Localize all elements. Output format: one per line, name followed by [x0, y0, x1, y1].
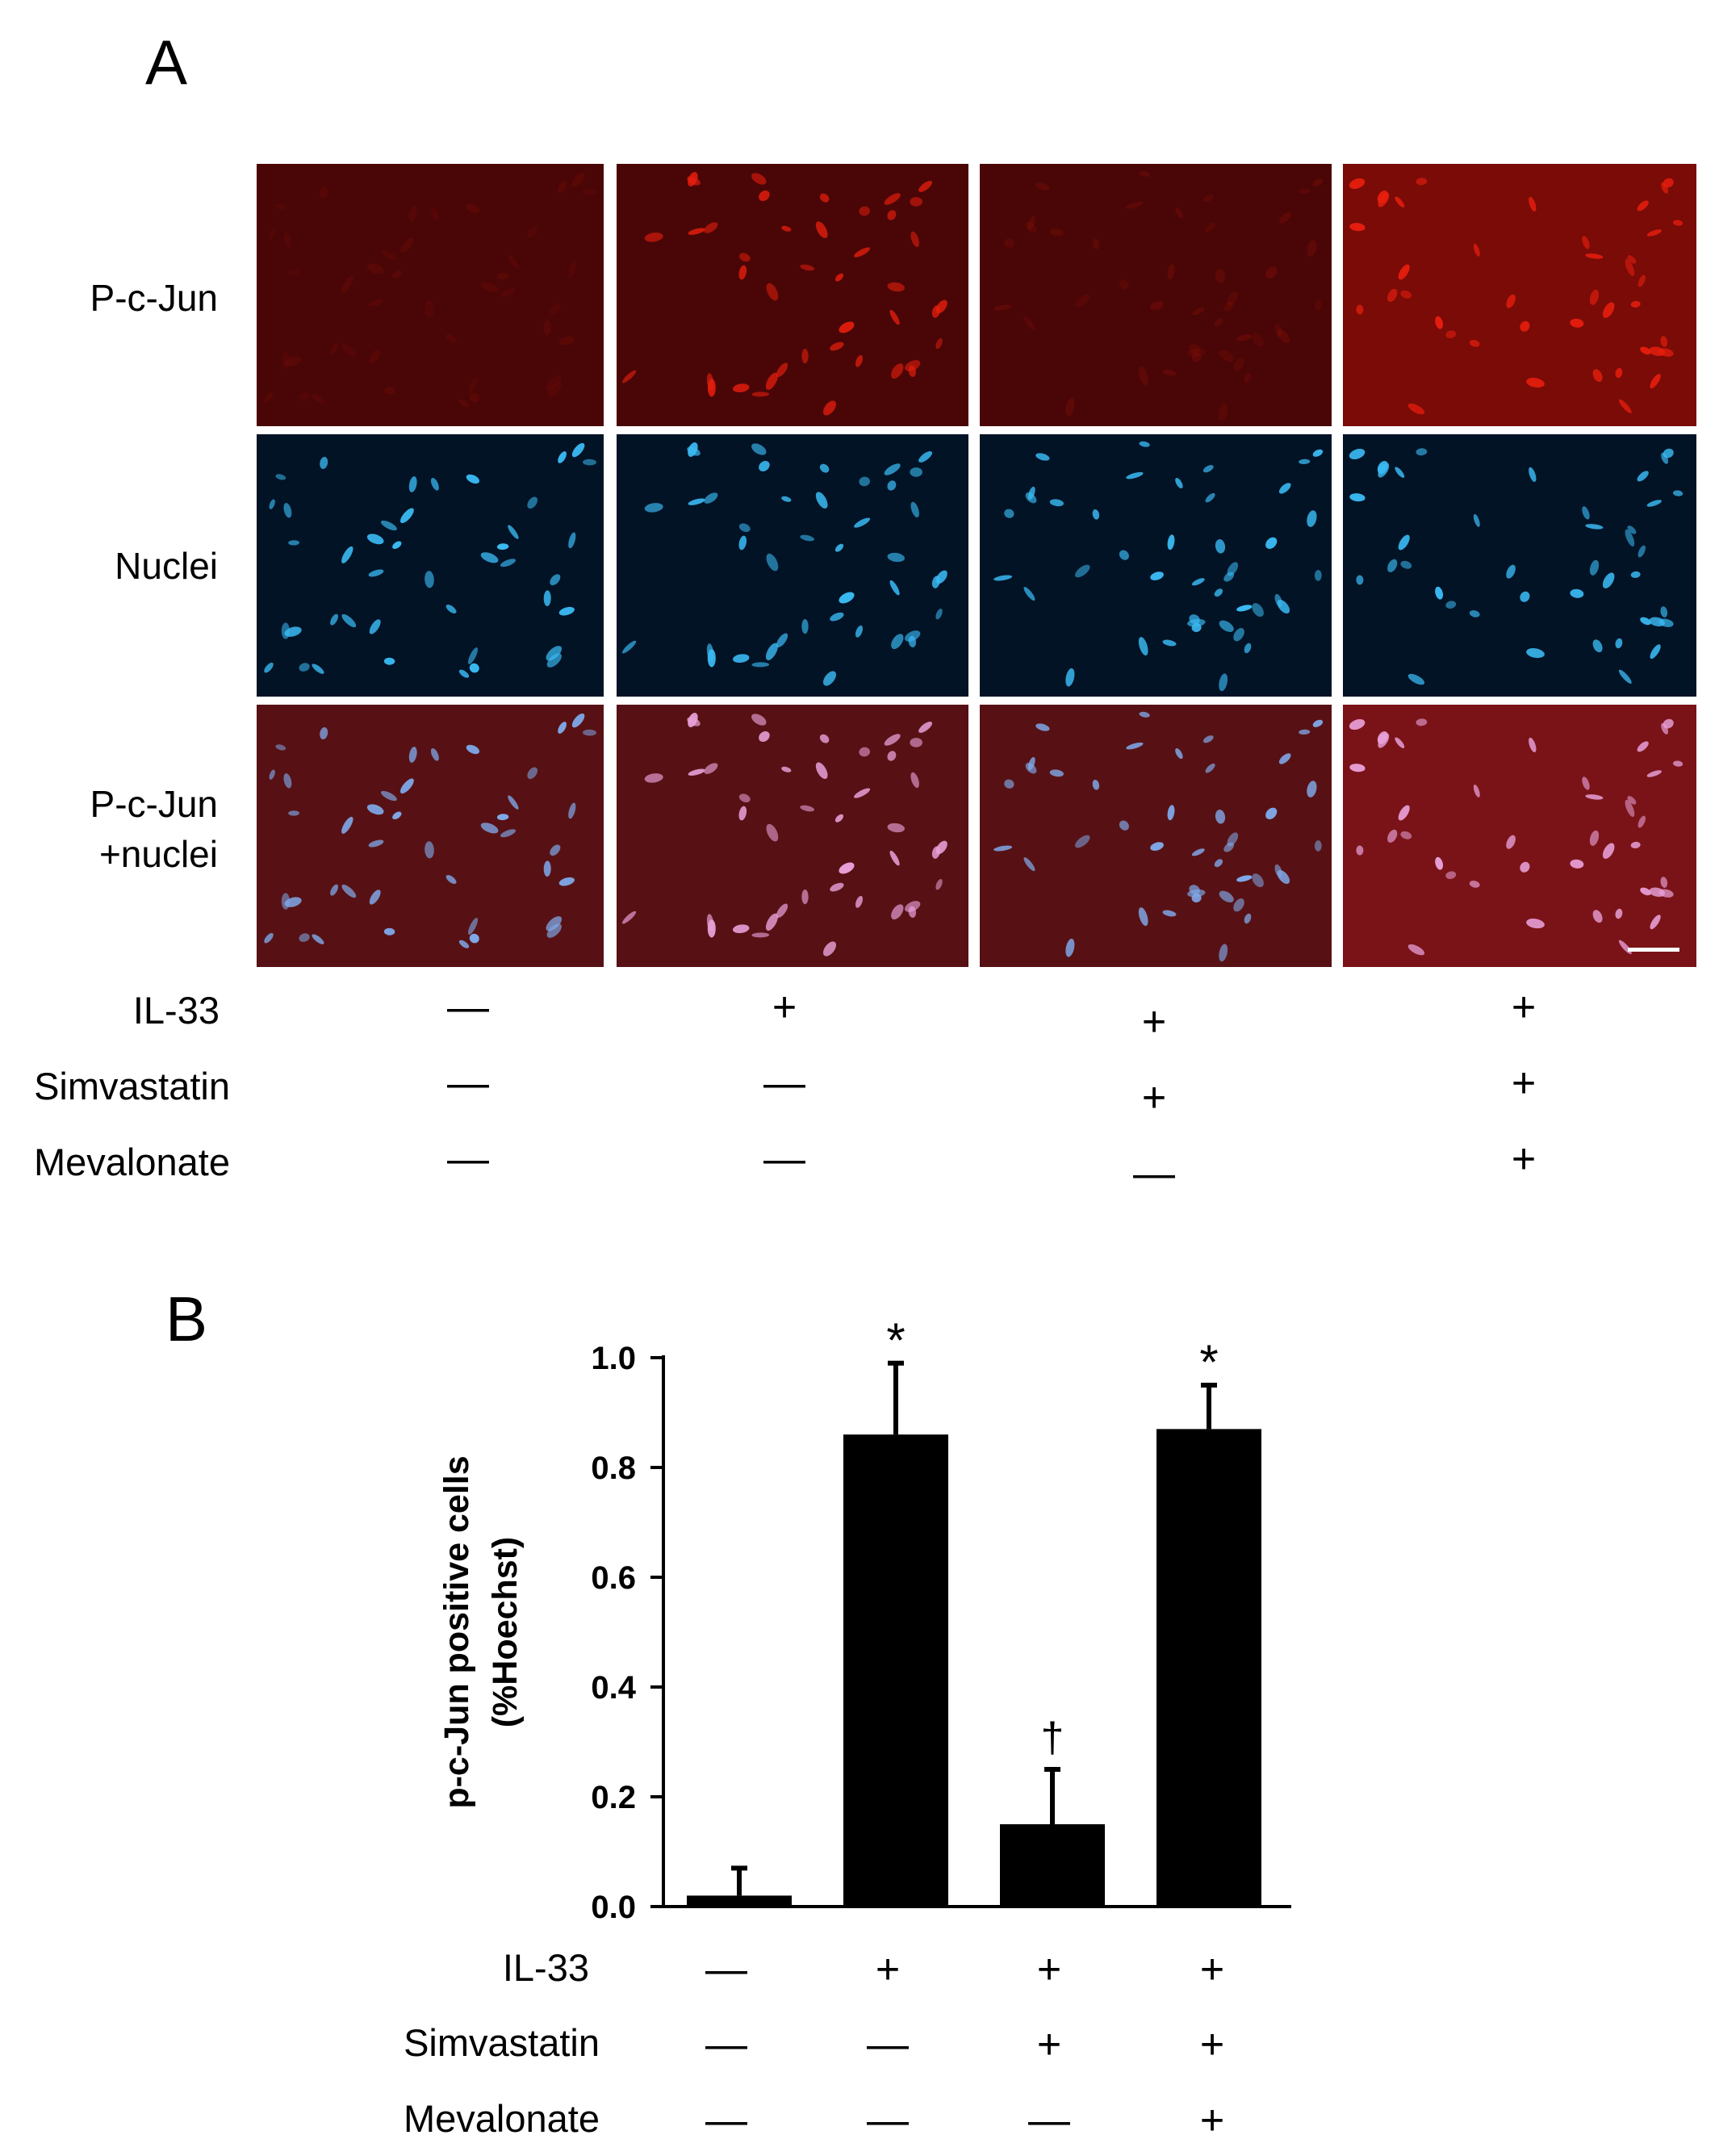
- panel-a-sign: +: [772, 984, 797, 1031]
- panel-a-sign: +: [1511, 984, 1537, 1031]
- panel-b-sign: +: [1036, 1946, 1062, 1993]
- scale-bar: [1628, 948, 1679, 952]
- panel-b-sign: —: [867, 2097, 909, 2144]
- panel-b-sign: —: [705, 1946, 747, 1993]
- y-tick-label: 1.0: [591, 1341, 636, 1376]
- panel-b-sign: +: [1199, 2097, 1225, 2144]
- bar-chart: 0.0 0.2 0.4 0.6 0.8 1.0 p-c-Jun positive cells…: [437, 1313, 1291, 1925]
- y-axis-label: p-c-Jun positive cells: [437, 1455, 476, 1808]
- panel-b-condition-label-simvastatin: Simvastatin: [404, 2021, 600, 2064]
- micrograph-nuclei-col-4: [1343, 434, 1696, 697]
- micrograph-p-c-jun-col-2: [617, 164, 968, 426]
- panel-b-sign: —: [867, 2021, 909, 2068]
- panel-a-condition-label-il33: IL-33: [132, 989, 220, 1032]
- panel-a-sign: +: [1511, 1060, 1537, 1107]
- row-label-merge: P-c-Jun +nuclei: [90, 783, 218, 876]
- bar: [1156, 1429, 1261, 1907]
- panel-a-sign: +: [1141, 1074, 1167, 1121]
- row-label-nuclei: Nuclei: [115, 545, 218, 587]
- panel-a-sign: —: [447, 1060, 489, 1107]
- micrograph-p-c-jun-col-4: [1343, 164, 1696, 426]
- significance-marker: *: [1199, 1335, 1218, 1389]
- panel-a-sign: —: [763, 1060, 805, 1107]
- y-axis-label: (%Hoechst): [486, 1537, 525, 1728]
- significance-marker: *: [886, 1313, 905, 1367]
- panel-b-sign: +: [1199, 1946, 1225, 1993]
- panel-b-condition-label-il33: IL-33: [502, 1946, 589, 1989]
- panel-b-sign: +: [1036, 2021, 1062, 2068]
- micrograph-merge-col-1: [257, 705, 604, 967]
- panel-a-condition-label-mevalonate: Mevalonate: [34, 1141, 230, 1183]
- micrograph-merge-col-4: [1343, 705, 1696, 967]
- panel-a-sign: +: [1141, 998, 1167, 1045]
- panel-b-letter: B: [165, 1283, 208, 1354]
- bar: [687, 1895, 792, 1907]
- significance-marker: †: [1041, 1714, 1064, 1761]
- panel-a-sign: +: [1511, 1136, 1537, 1183]
- row-label-p-c-jun: P-c-Jun: [90, 277, 218, 319]
- y-tick-label: 0.8: [591, 1451, 636, 1486]
- micrograph-nuclei-col-3: [980, 434, 1332, 697]
- panel-a-sign: —: [447, 984, 489, 1031]
- panel-a-sign: —: [1133, 1150, 1175, 1197]
- bar: [1000, 1824, 1105, 1907]
- micrograph-p-c-jun-col-1: [257, 164, 604, 426]
- y-tick-label: 0.4: [591, 1670, 636, 1706]
- panel-a-condition-label-simvastatin: Simvastatin: [34, 1065, 230, 1107]
- panel-b-sign: —: [1028, 2097, 1070, 2144]
- micrograph-nuclei-col-2: [617, 434, 968, 697]
- micrograph-merge-col-2: [617, 705, 968, 967]
- panel-a-sign: —: [763, 1136, 805, 1183]
- panel-b-sign: —: [705, 2097, 747, 2144]
- bar: [843, 1434, 948, 1907]
- micrograph-p-c-jun-col-3: [980, 164, 1332, 426]
- y-tick-label: 0.0: [591, 1890, 636, 1925]
- micrograph-nuclei-col-1: [257, 434, 604, 697]
- panel-b-condition-label-mevalonate: Mevalonate: [404, 2097, 600, 2140]
- micrograph-merge-col-3: [980, 705, 1332, 967]
- y-tick-label: 0.6: [591, 1560, 636, 1596]
- panel-a-sign: —: [447, 1136, 489, 1183]
- y-tick-label: 0.2: [591, 1780, 636, 1815]
- panel-b-sign: —: [705, 2021, 747, 2068]
- panel-b-sign: +: [1199, 2021, 1225, 2068]
- panel-b-sign: +: [875, 1946, 901, 1993]
- panel-a-letter: A: [145, 27, 188, 98]
